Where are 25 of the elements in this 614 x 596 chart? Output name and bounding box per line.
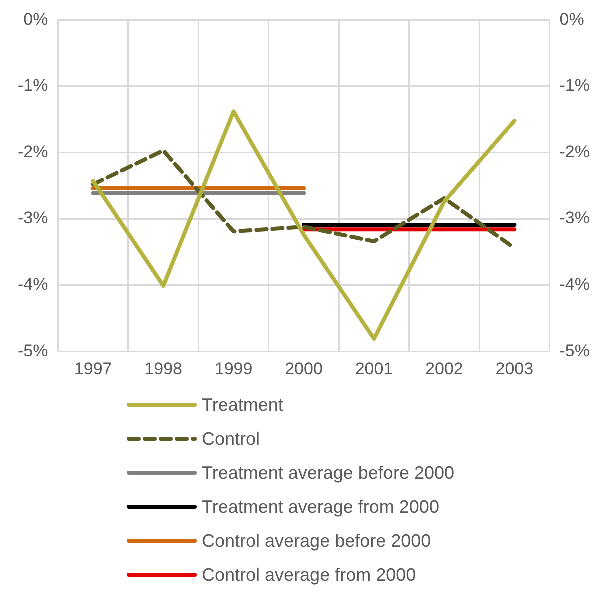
y-tick-label: -1%	[18, 76, 48, 96]
y2-tick-label: -4%	[560, 275, 590, 294]
x-tick-label: 1997	[74, 359, 112, 378]
y-tick-label: -2%	[18, 142, 48, 162]
x-tick-label: 2003	[496, 359, 534, 378]
y2-tick-label: -5%	[560, 341, 590, 360]
legend-label: Control average from 2000	[202, 564, 416, 586]
x-tick-label: 2002	[426, 359, 464, 378]
y2-tick-label: -3%	[560, 208, 590, 228]
x-tick-label: 2001	[355, 359, 394, 378]
y2-tick-label: -2%	[560, 142, 590, 162]
legend-label: Control average before 2000	[202, 530, 432, 552]
legend-label: Treatment average from 2000	[202, 496, 440, 518]
legend-label: Control	[202, 428, 260, 450]
y2-tick-label: 0%	[560, 10, 584, 29]
y-tick-label: 0%	[24, 10, 48, 29]
x-tick-label: 1998	[144, 359, 182, 378]
y2-tick-label: -1%	[560, 76, 590, 96]
y-tick-label: -4%	[18, 275, 48, 294]
y-tick-label: -3%	[18, 208, 48, 228]
legend-label: Treatment average before 2000	[202, 462, 454, 484]
x-tick-label: 2000	[285, 359, 323, 378]
y-tick-label: -5%	[18, 341, 48, 360]
x-tick-label: 1999	[214, 359, 253, 378]
legend-label: Treatment	[202, 394, 284, 416]
